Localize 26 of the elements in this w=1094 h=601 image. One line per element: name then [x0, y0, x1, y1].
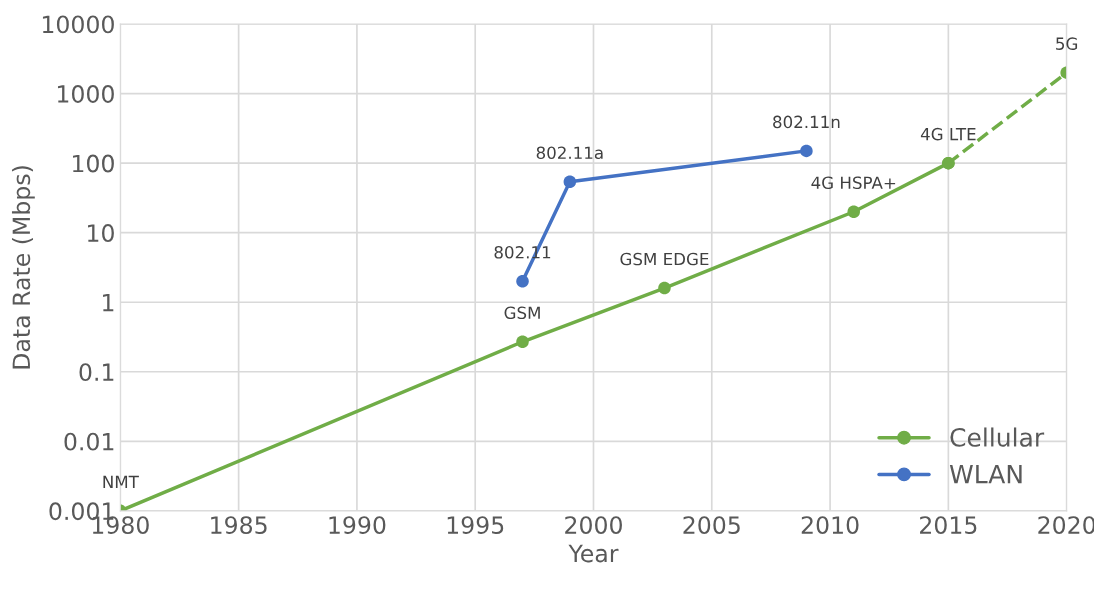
- legend-label: WLAN: [949, 464, 1022, 484]
- y-tick-label: 100: [73, 154, 114, 173]
- y-tick-label: 10000: [42, 15, 114, 34]
- annotation: GSM: [504, 306, 540, 320]
- x-tick-label: 2015: [920, 516, 977, 534]
- x-tick-label: 1985: [211, 516, 267, 534]
- x-tick-label: 2010: [801, 516, 859, 534]
- annotation: 5G: [1056, 37, 1078, 50]
- annotation: 802.11n: [773, 115, 840, 129]
- x-tick-label: 1990: [329, 516, 386, 534]
- y-tick-label: 1: [103, 293, 114, 312]
- x-tick-label: 2005: [683, 516, 740, 534]
- annotation: GSM EDGE: [620, 252, 709, 266]
- annotation: 802.11a: [536, 146, 603, 160]
- y-tick-label: 0.01: [64, 432, 114, 451]
- annotation: NMT: [103, 475, 139, 488]
- annotation: 4G LTE: [920, 127, 976, 141]
- x-tick-label: 1995: [447, 516, 504, 534]
- y-tick-label: 0.1: [79, 363, 114, 382]
- x-axis-title: Year: [568, 544, 619, 563]
- y-tick-label: 1000: [57, 85, 114, 103]
- y-tick-label: 10: [88, 224, 114, 242]
- legend-label: Cellular: [950, 427, 1045, 447]
- y-axis-title: Data Rate (Mbps): [11, 166, 35, 369]
- annotation: 4G HSPA+: [811, 176, 896, 190]
- x-tick-label: 2000: [565, 516, 622, 534]
